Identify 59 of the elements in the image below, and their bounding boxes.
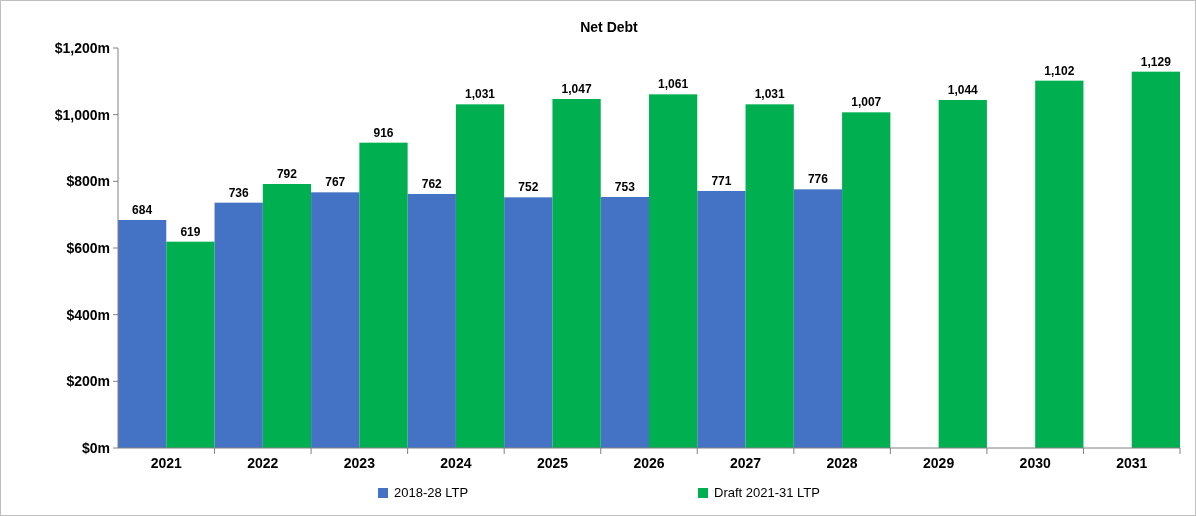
data-label: 792: [276, 167, 298, 181]
bar: [455, 104, 505, 448]
data-label: 1,061: [658, 77, 689, 92]
bar: [504, 197, 553, 448]
x-tick-label: 2029: [923, 455, 955, 471]
bar: [1131, 71, 1180, 448]
data-label: 1,102: [1044, 63, 1075, 78]
data-label: 1,047: [561, 82, 592, 96]
bar: [214, 202, 263, 448]
data-label: 1,044: [947, 83, 979, 97]
data-label: 771: [711, 174, 732, 188]
bar: [842, 112, 891, 448]
data-label: 753: [614, 180, 636, 194]
chart-title: Net Debt: [580, 19, 639, 35]
data-label: 762: [421, 177, 443, 191]
y-tick-label: $600m: [66, 239, 110, 256]
x-tick-label: 2026: [633, 455, 665, 471]
bar: [649, 94, 698, 448]
x-tick-label: 2024: [440, 455, 472, 471]
data-label: 752: [518, 180, 539, 195]
data-label: 736: [228, 185, 250, 200]
x-tick-label: 2030: [1019, 455, 1051, 471]
y-tick-label: $400m: [66, 306, 110, 323]
y-tick-label: $1,000m: [54, 106, 110, 123]
x-tick-label: 2028: [826, 455, 858, 471]
x-tick-label: 2025: [536, 455, 569, 471]
bar: [600, 197, 649, 448]
bar: [359, 142, 408, 448]
bar: [697, 191, 746, 448]
bar: [407, 194, 456, 448]
x-tick-label: 2023: [343, 455, 376, 471]
bar: [118, 220, 167, 448]
bar: [166, 241, 215, 448]
data-label: 684: [132, 203, 153, 217]
legend-label: Draft 2021-31 LTP: [714, 485, 820, 500]
y-tick-label: $0m: [81, 439, 110, 456]
legend-label: 2018-28 LTP: [394, 485, 469, 500]
bar: [793, 189, 843, 448]
data-label: 619: [180, 224, 201, 239]
data-label: 1,007: [851, 95, 882, 110]
y-tick-label: $800m: [66, 173, 110, 190]
data-label: 1,129: [1140, 54, 1172, 69]
x-tick-label: 2027: [729, 455, 762, 471]
x-tick-label: 2022: [247, 455, 279, 471]
data-label: 916: [373, 125, 394, 140]
bar: [311, 192, 360, 448]
y-tick-label: $200m: [66, 373, 110, 390]
data-label: 1,031: [465, 87, 496, 102]
bar: [1035, 80, 1084, 448]
bar: [552, 99, 601, 448]
y-tick-label: $1,200m: [54, 39, 110, 56]
data-label: 1,031: [754, 87, 786, 102]
bar: [262, 184, 312, 448]
bar: [938, 100, 987, 448]
data-label: 767: [325, 175, 346, 190]
data-label: 776: [807, 172, 829, 187]
x-tick-label: 2031: [1116, 455, 1148, 471]
x-tick-label: 2021: [150, 455, 183, 471]
bar: [745, 104, 794, 448]
